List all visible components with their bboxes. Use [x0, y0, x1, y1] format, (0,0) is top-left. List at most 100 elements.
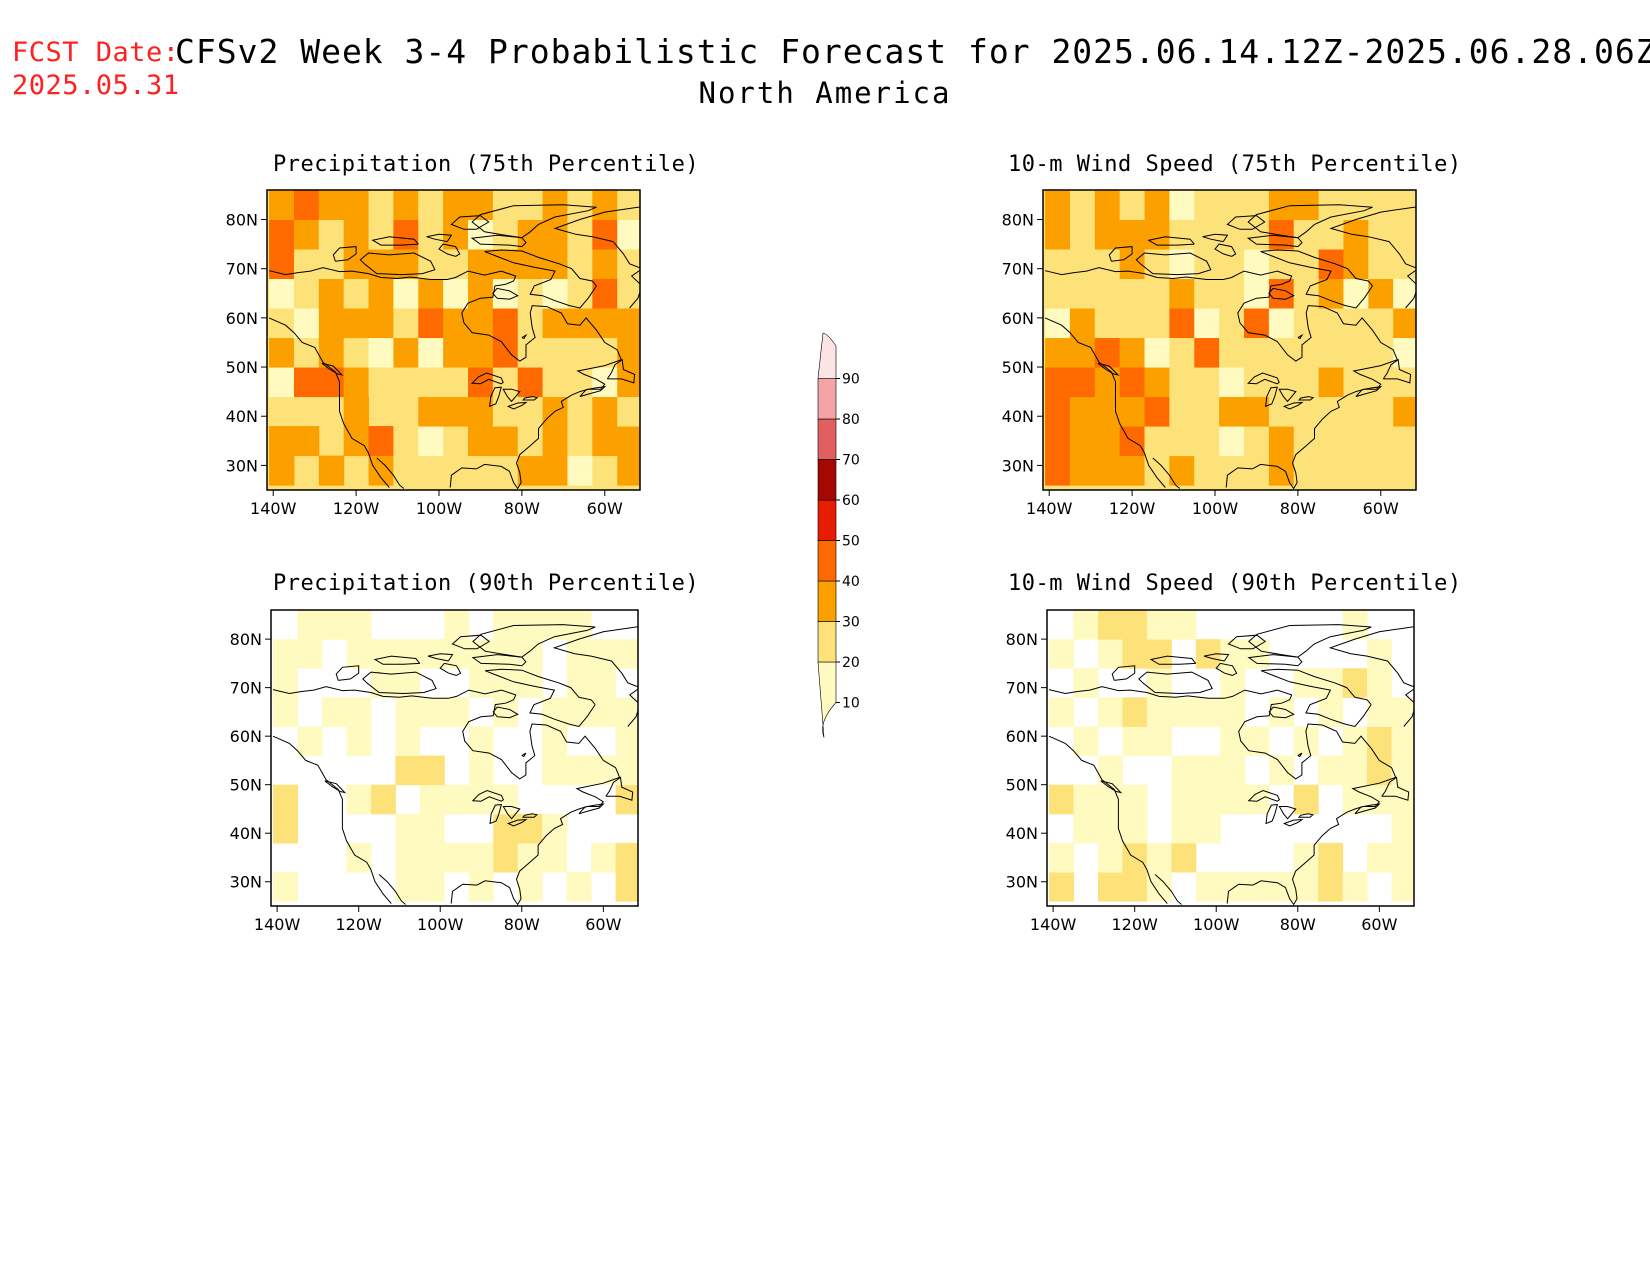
coastline [605, 776, 634, 801]
shading-cell [1318, 872, 1344, 902]
lat-tick-label: 30N [1002, 456, 1034, 475]
shading-cell [1097, 784, 1123, 815]
shading-cell [1171, 610, 1197, 640]
shading-cell [1073, 668, 1099, 698]
shading-cell [318, 278, 345, 309]
shading-cell [567, 367, 593, 398]
shading-cell [393, 337, 419, 368]
coastline [1355, 386, 1383, 398]
coastline [1044, 317, 1166, 488]
shading-cell [617, 396, 640, 427]
coastline [521, 333, 528, 340]
shading-cell [1393, 455, 1416, 486]
shading-cell [273, 668, 299, 698]
lon-tick-label: 60W [585, 915, 621, 934]
shading-cell [592, 426, 618, 457]
coastline [1048, 735, 1168, 904]
shading-cell [1219, 337, 1245, 368]
shading-cell [1219, 278, 1245, 309]
shading-cell [542, 726, 568, 757]
coastline [1149, 655, 1197, 665]
shading-cell [615, 726, 638, 757]
shading-cell [1094, 396, 1121, 427]
lat-tick-label: 80N [1006, 630, 1038, 649]
shading-cell [1342, 784, 1368, 815]
colorbar-segment [817, 378, 837, 420]
shading-cell [1144, 337, 1170, 368]
shading-cell [1220, 872, 1246, 902]
shading-cell [1268, 426, 1295, 457]
lat-tick-label: 80N [226, 211, 258, 230]
shading-cell [1169, 367, 1195, 398]
shading-cell [321, 610, 347, 640]
shading-cell [1049, 872, 1075, 902]
shading-cell [1220, 755, 1246, 786]
lon-tick-label: 120W [335, 915, 382, 934]
shading-cell [1146, 726, 1172, 757]
shading-cell [297, 639, 323, 669]
shading-cell [419, 872, 445, 902]
lon-tick-label: 140W [250, 499, 297, 518]
shading-cell [293, 308, 320, 339]
region-label: North America [698, 76, 952, 110]
shading-cell [346, 697, 372, 727]
shading-cell [1119, 278, 1146, 309]
lon-tick-label: 100W [1193, 915, 1240, 934]
shading-cell [269, 455, 295, 486]
shading-cell [343, 308, 370, 339]
shading-cell [1094, 278, 1121, 309]
colorbar-segment [817, 540, 837, 582]
shading-cell [1318, 455, 1344, 486]
shading-cell [368, 308, 394, 339]
shading-cell [293, 190, 320, 221]
shading-layer [267, 190, 640, 490]
coastline [371, 236, 419, 246]
shading-cell [418, 455, 444, 486]
shading-cell [1393, 278, 1416, 309]
shading-cell [269, 190, 295, 221]
shading-cell [1195, 784, 1221, 815]
shading-cell [1318, 668, 1344, 698]
shading-cell [1171, 755, 1197, 786]
shading-cell [1293, 396, 1320, 427]
shading-cell [566, 755, 592, 786]
shading-cell [468, 455, 494, 486]
coastline [492, 706, 519, 719]
shading-cell [591, 639, 617, 669]
colorbar-label: 60 [842, 493, 860, 509]
shading-cell [1144, 426, 1170, 457]
coastline [378, 874, 406, 905]
shading-cell [567, 396, 593, 427]
lat-tick-label: 40N [1002, 407, 1034, 426]
shading-cell [1094, 249, 1121, 280]
colorbar-label: 70 [842, 453, 860, 469]
lake-outline [506, 401, 528, 410]
shading-cell [493, 668, 519, 698]
shading-cell [1049, 842, 1075, 873]
shading-cell [468, 367, 494, 398]
coastline [1147, 236, 1195, 246]
map-panel-3: 80N 70N 60N 50N 40N 30N 140W 120W 100W 80W 60W [230, 609, 639, 934]
forecast-date-value: 2025.05.31 [12, 70, 180, 101]
lat-tick-label: 30N [1006, 873, 1038, 892]
coastline [451, 634, 491, 650]
shading-cell [1122, 697, 1148, 727]
shading-cell [297, 726, 323, 757]
shading-cell [293, 367, 320, 398]
shading-cell [1293, 842, 1319, 873]
shading-cell [1268, 337, 1295, 368]
colorbar-label: 10 [842, 696, 860, 712]
shading-cell [343, 367, 370, 398]
shading-cell [617, 219, 640, 250]
shading-cell [1367, 697, 1393, 727]
shading-cell [1293, 367, 1320, 398]
shading-cell [1049, 639, 1075, 669]
coastline [268, 317, 390, 488]
shading-cell [1391, 872, 1414, 902]
shading-cell [592, 249, 618, 280]
shading-cell [395, 813, 421, 844]
shading-cell [418, 396, 444, 427]
shading-cell [615, 842, 638, 873]
lake-outline [1278, 806, 1297, 820]
coastline [1044, 267, 1398, 490]
